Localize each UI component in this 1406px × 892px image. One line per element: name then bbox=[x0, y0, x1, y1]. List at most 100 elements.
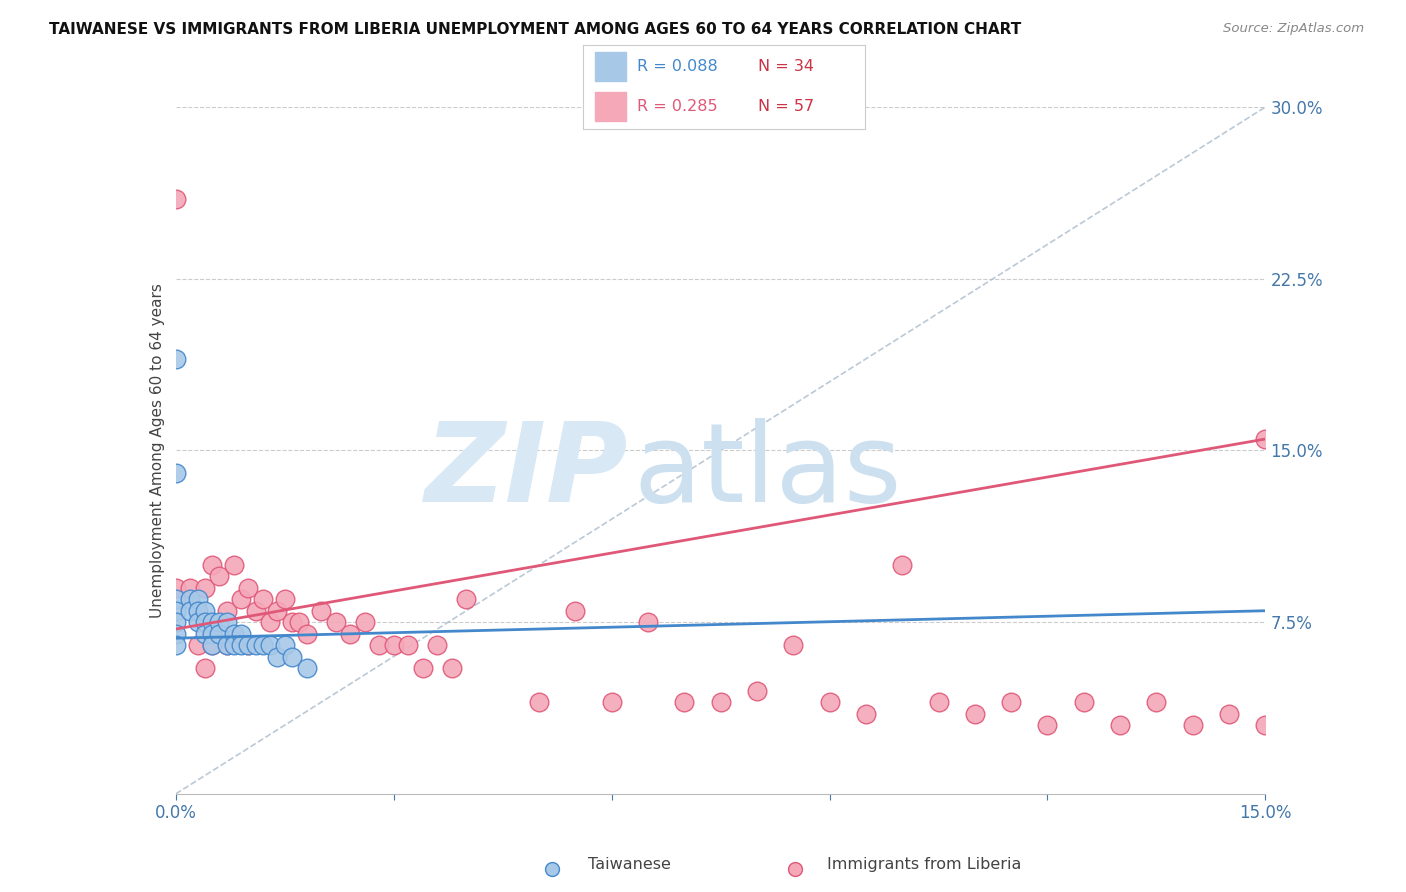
Point bbox=[928, 695, 950, 709]
Point bbox=[201, 638, 224, 652]
Point bbox=[215, 638, 238, 652]
Text: N = 34: N = 34 bbox=[758, 59, 814, 74]
Point bbox=[186, 615, 209, 630]
Point bbox=[637, 615, 659, 630]
Point bbox=[222, 558, 245, 572]
Point bbox=[339, 626, 361, 640]
Point bbox=[396, 638, 419, 652]
Point bbox=[440, 661, 463, 675]
Point bbox=[165, 626, 187, 640]
Point bbox=[710, 695, 733, 709]
Point bbox=[540, 862, 562, 876]
Point bbox=[353, 615, 375, 630]
Y-axis label: Unemployment Among Ages 60 to 64 years: Unemployment Among Ages 60 to 64 years bbox=[149, 283, 165, 618]
Point bbox=[1254, 432, 1277, 446]
Text: Source: ZipAtlas.com: Source: ZipAtlas.com bbox=[1223, 22, 1364, 36]
Point bbox=[266, 649, 288, 664]
Point bbox=[201, 558, 224, 572]
Point bbox=[165, 351, 187, 366]
Point bbox=[222, 638, 245, 652]
Point bbox=[426, 638, 449, 652]
Point bbox=[186, 638, 209, 652]
Point bbox=[295, 626, 318, 640]
Point bbox=[165, 592, 187, 607]
Point bbox=[1254, 718, 1277, 732]
Point bbox=[194, 661, 217, 675]
Text: Immigrants from Liberia: Immigrants from Liberia bbox=[827, 857, 1021, 872]
Point bbox=[1109, 718, 1132, 732]
Point bbox=[194, 604, 217, 618]
Point bbox=[245, 604, 267, 618]
Point bbox=[274, 592, 297, 607]
Point bbox=[245, 638, 267, 652]
Point bbox=[165, 467, 187, 481]
Point bbox=[208, 569, 231, 583]
Text: TAIWANESE VS IMMIGRANTS FROM LIBERIA UNEMPLOYMENT AMONG AGES 60 TO 64 YEARS CORR: TAIWANESE VS IMMIGRANTS FROM LIBERIA UNE… bbox=[49, 22, 1022, 37]
Point bbox=[194, 581, 217, 595]
Text: Taiwanese: Taiwanese bbox=[588, 857, 671, 872]
Point bbox=[673, 695, 696, 709]
Point bbox=[266, 604, 288, 618]
Point bbox=[186, 604, 209, 618]
Point bbox=[309, 604, 332, 618]
Point bbox=[281, 615, 304, 630]
Point bbox=[252, 592, 274, 607]
Point bbox=[782, 638, 804, 652]
Point bbox=[259, 638, 281, 652]
Point bbox=[165, 31, 187, 45]
Point bbox=[231, 626, 253, 640]
Point bbox=[165, 192, 187, 206]
Point bbox=[564, 604, 586, 618]
Point bbox=[891, 558, 914, 572]
Point bbox=[201, 638, 224, 652]
Point bbox=[1218, 706, 1240, 721]
Point bbox=[252, 638, 274, 652]
Bar bbox=[595, 92, 626, 120]
Point bbox=[1181, 718, 1204, 732]
Point bbox=[1146, 695, 1168, 709]
Point bbox=[818, 695, 841, 709]
Point bbox=[855, 706, 877, 721]
Bar bbox=[595, 53, 626, 81]
Point bbox=[179, 604, 201, 618]
Point bbox=[222, 626, 245, 640]
Point bbox=[165, 615, 187, 630]
Point bbox=[1036, 718, 1059, 732]
Point bbox=[194, 615, 217, 630]
Point bbox=[325, 615, 347, 630]
Text: ZIP: ZIP bbox=[425, 417, 628, 524]
Point bbox=[215, 615, 238, 630]
Point bbox=[281, 649, 304, 664]
Point bbox=[215, 604, 238, 618]
Point bbox=[238, 638, 260, 652]
Point bbox=[785, 862, 807, 876]
Point bbox=[208, 615, 231, 630]
Point bbox=[527, 695, 550, 709]
Point bbox=[238, 638, 260, 652]
Point bbox=[215, 638, 238, 652]
Point bbox=[600, 695, 623, 709]
Point bbox=[1073, 695, 1095, 709]
Point bbox=[295, 661, 318, 675]
Point bbox=[201, 626, 224, 640]
Point bbox=[179, 592, 201, 607]
Point bbox=[231, 638, 253, 652]
Point bbox=[165, 604, 187, 618]
Point bbox=[456, 592, 478, 607]
Point bbox=[208, 626, 231, 640]
Point bbox=[165, 581, 187, 595]
Point bbox=[259, 615, 281, 630]
Point bbox=[179, 581, 201, 595]
Point bbox=[1000, 695, 1022, 709]
Point bbox=[412, 661, 434, 675]
Point bbox=[274, 638, 297, 652]
Point bbox=[194, 626, 217, 640]
Point bbox=[745, 683, 768, 698]
Point bbox=[963, 706, 986, 721]
Text: R = 0.088: R = 0.088 bbox=[637, 59, 717, 74]
Point bbox=[201, 615, 224, 630]
Text: N = 57: N = 57 bbox=[758, 99, 814, 114]
Point bbox=[165, 638, 187, 652]
Point bbox=[238, 581, 260, 595]
Point bbox=[368, 638, 391, 652]
